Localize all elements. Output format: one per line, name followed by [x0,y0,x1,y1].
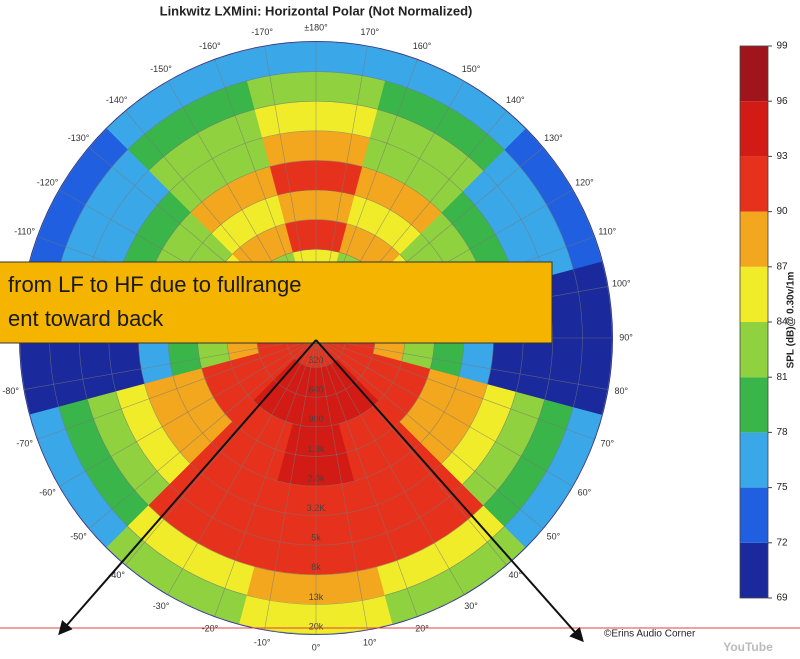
grid-spoke [214,337,317,617]
angle-tick-label: 70° [600,438,614,448]
colorbar-tick-label: 75 [776,482,788,493]
angle-tick-label: 30° [464,601,478,611]
colorbar-band [740,542,768,598]
angle-tick-label: -110° [14,226,35,236]
angle-tick-label: 120° [575,177,594,187]
angle-tick-label: -10° [254,638,271,648]
chart-title: Linkwitz LXMini: Horizontal Polar (Not N… [160,3,473,18]
angle-tick-label: 90° [619,332,633,342]
colorbar-band [740,101,768,157]
grid-spoke [315,337,465,595]
angle-tick-label: -40° [108,570,125,580]
grid-spoke [264,337,317,630]
angle-tick-label: -30° [153,601,170,611]
angle-tick-label: 50° [547,532,561,542]
angle-tick-label: -130° [68,133,90,143]
watermark: YouTube [723,640,773,654]
grid-spoke [24,337,317,390]
angle-tick-label: 130° [544,133,563,143]
annotation-line: ent toward back [8,306,164,331]
grid-spoke [315,337,418,617]
grid-spoke [315,337,595,440]
colorbar-label: SPL (dB)@ 0.30v/1m [786,271,797,368]
angle-tick-label: 40° [508,570,522,580]
angle-tick-label: 80° [614,386,628,396]
angle-tick-label: ±180° [304,22,328,32]
colorbar-tick-label: 78 [776,427,788,438]
grid-spoke [315,337,543,529]
angle-tick-label: 20° [415,624,429,634]
colorbar-tick-label: 99 [776,41,788,52]
angle-tick-label: -70° [16,438,33,448]
colorbar-band [740,322,768,378]
colorbar-band [740,432,768,488]
angle-tick-label: 140° [506,95,525,105]
angle-tick-label: 160° [413,41,432,51]
arrow [315,339,584,643]
credit: ©Erins Audio Corner [604,629,696,640]
colorbar-band [740,266,768,322]
grid-spoke [315,337,368,630]
arrow [58,339,317,636]
angle-tick-label: 10° [363,638,377,648]
colorbar-band [740,487,768,543]
angle-tick-label: -120° [37,177,59,187]
colorbar-tick-label: 84 [776,317,788,328]
colorbar-tick-label: 93 [776,151,788,162]
colorbar-band [740,156,768,212]
angle-tick-label: 170° [361,27,380,37]
grid-spoke [167,337,317,595]
colorbar-band [740,377,768,433]
colorbar-tick-label: 81 [776,372,788,383]
angle-tick-label: -20° [202,624,219,634]
colorbar-tick-label: 96 [776,96,788,107]
colorbar-tick-label: 87 [776,261,788,272]
angle-tick-label: 110° [598,226,616,236]
colorbar-tick-label: 90 [776,206,788,217]
angle-tick-label: -50° [70,532,87,542]
annotation-line: from LF to HF due to fullrange [8,272,301,297]
grid-spoke [315,337,573,487]
colorbar-band [740,211,768,267]
grid-spoke [37,337,317,440]
colorbar-tick-label: 69 [776,593,788,604]
angle-tick-label: 60° [578,487,592,497]
angle-tick-label: -160° [199,41,221,51]
angle-tick-label: -80° [2,386,19,396]
grid-spoke [59,337,317,487]
angle-tick-label: 100° [612,279,631,289]
grid-spoke [315,337,608,390]
colorbar-tick-label: 72 [776,537,788,548]
angle-tick-label: -140° [106,95,128,105]
grid-spoke [89,337,317,529]
annotation-box [0,261,553,344]
colorbar-band [740,46,768,102]
angle-tick-label: -60° [39,487,56,497]
angle-tick-label: 150° [462,64,481,74]
angle-tick-label: 0° [312,642,321,652]
angle-tick-label: -150° [150,64,172,74]
angle-tick-label: -170° [251,27,273,37]
